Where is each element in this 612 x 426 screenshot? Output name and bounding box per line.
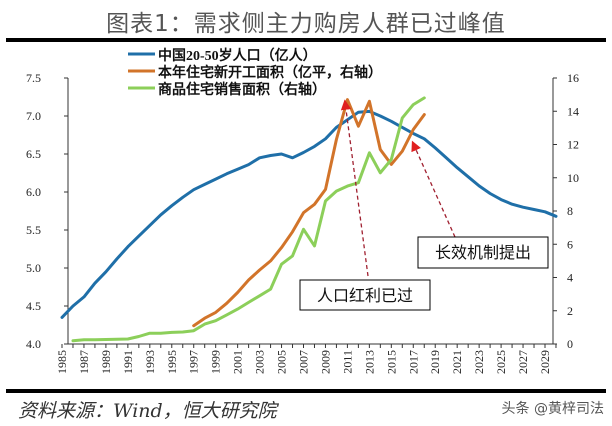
x-tick-label: 2015: [384, 350, 398, 374]
x-tick-label: 1999: [209, 350, 223, 374]
x-tick-label: 2021: [450, 350, 464, 374]
annotation-box-0: [299, 279, 431, 311]
x-tick-label: 2023: [472, 350, 486, 374]
x-tick-label: 2013: [362, 350, 376, 374]
x-tick-label: 2017: [406, 350, 420, 374]
right-tick-label: 0: [567, 337, 573, 351]
right-tick-label: 12: [567, 138, 579, 152]
annotation-arrow-0: [340, 99, 369, 277]
right-tick-label: 10: [567, 171, 579, 185]
bottom-rule: [6, 389, 606, 393]
x-tick-label: 1989: [99, 350, 113, 374]
left-tick-label: 5.5: [26, 223, 41, 237]
x-tick-label: 1987: [77, 350, 91, 374]
right-tick-label: 6: [567, 237, 573, 251]
source-note: 资料来源：Wind，恒大研究院: [18, 400, 277, 422]
right-tick-label: 16: [567, 71, 579, 85]
x-tick-label: 2011: [340, 350, 354, 374]
right-tick-label: 14: [567, 104, 579, 118]
right-tick-label: 4: [567, 271, 573, 285]
series-line-0: [60, 109, 558, 319]
left-tick-label: 5.0: [26, 261, 41, 275]
chart: 4.0 4.5 5.0 5.5 6.0 6.5 7.0 7.5 0 2 4 6 8 10 12 14 16 198…: [26, 47, 579, 374]
legend-label-1: 本年住宅新开工面积（亿平，右轴）: [158, 64, 382, 81]
left-tick-label: 4.5: [26, 299, 41, 313]
x-tick-label: 1991: [121, 350, 135, 374]
series-line-2: [71, 96, 426, 343]
x-tick-label: 2005: [275, 350, 289, 374]
x-tick-label: 1993: [143, 350, 157, 374]
legend-label-0: 中国20-50岁人口（亿人）: [158, 47, 317, 64]
annotation-label-0: 人口红利已过: [317, 287, 413, 305]
top-rule: [6, 38, 606, 42]
right-tick-label: 2: [567, 304, 573, 318]
watermark: 头条 @黄梓司法: [501, 401, 604, 417]
x-tick-label: 2003: [253, 350, 267, 374]
x-tick-label: 2009: [318, 350, 332, 374]
left-tick-label: 7.5: [26, 71, 41, 85]
x-tick-label: 2029: [538, 350, 552, 374]
x-tick-label: 1997: [187, 350, 201, 374]
x-tick-label: 2027: [516, 350, 530, 374]
x-tick-label: 2025: [494, 350, 508, 374]
x-tick-label: 2019: [428, 350, 442, 374]
annotation-arrow-1: [411, 140, 456, 238]
x-tick-label: 1985: [55, 350, 69, 374]
x-tick-label: 2007: [297, 350, 311, 374]
series-line-1: [192, 98, 426, 328]
x-tick-label: 2001: [231, 350, 245, 374]
right-tick-label: 8: [567, 204, 573, 218]
annotation-box-1: [417, 236, 549, 269]
left-tick-label: 6.5: [26, 147, 41, 161]
left-tick-label: 7.0: [26, 109, 41, 123]
left-tick-label: 4.0: [26, 337, 41, 351]
left-tick-label: 6.0: [26, 185, 41, 199]
x-tick-label: 1995: [165, 350, 179, 374]
legend-label-2: 商品住宅销售面积（右轴）: [158, 81, 326, 98]
figure-title: 图表1：需求侧主力购房人群已过峰值: [106, 11, 506, 37]
annotation-label-1: 长效机制提出: [435, 244, 531, 262]
